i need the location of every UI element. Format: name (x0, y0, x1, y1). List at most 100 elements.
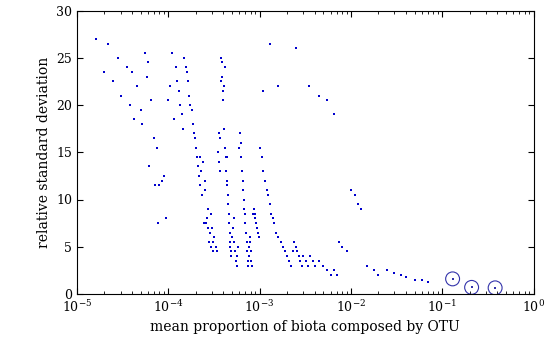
Point (242, 239, 251, 245)
Point (227, 248, 235, 254)
Point (292, 244, 300, 250)
Point (177, 112, 186, 117)
Point (239, 187, 248, 193)
Point (164, 97, 173, 103)
Point (173, 79, 182, 84)
Point (244, 253, 253, 259)
Point (271, 230, 280, 235)
Point (154, 220, 163, 226)
Point (259, 168, 268, 174)
Point (257, 154, 266, 160)
Point (284, 258, 293, 264)
Point (243, 258, 252, 264)
Y-axis label: relative standard deviation: relative standard deviation (37, 57, 51, 248)
Point (174, 88, 183, 93)
Point (176, 102, 185, 108)
Point (357, 206, 366, 212)
Point (129, 116, 138, 122)
Point (235, 131, 244, 136)
Point (240, 206, 249, 212)
Point (354, 201, 362, 207)
Point (251, 216, 260, 221)
Point (467, 285, 476, 290)
Point (266, 41, 274, 46)
Point (228, 234, 236, 240)
Point (253, 225, 262, 231)
Point (248, 263, 256, 268)
Point (308, 258, 317, 264)
Point (122, 64, 131, 70)
Point (293, 248, 302, 254)
Point (162, 216, 170, 221)
Point (150, 135, 158, 141)
Point (245, 234, 254, 240)
Point (191, 145, 200, 150)
X-axis label: mean proportion of biota composed by OTU: mean proportion of biota composed by OTU (150, 320, 460, 334)
Point (214, 159, 223, 164)
Point (370, 267, 378, 273)
Point (329, 267, 338, 273)
Point (226, 244, 235, 250)
Point (237, 154, 246, 160)
Point (218, 88, 227, 93)
Point (234, 244, 243, 250)
Point (219, 97, 228, 103)
Point (306, 253, 315, 259)
Point (261, 178, 270, 183)
Point (217, 55, 226, 61)
Point (240, 211, 249, 216)
Point (222, 168, 230, 174)
Point (216, 135, 224, 141)
Point (267, 211, 276, 216)
Point (350, 192, 359, 197)
Point (187, 107, 196, 113)
Point (207, 244, 216, 250)
Point (283, 253, 292, 259)
Point (266, 201, 274, 207)
Point (247, 258, 256, 264)
Point (255, 145, 264, 150)
Point (250, 206, 258, 212)
Point (246, 239, 255, 245)
Point (157, 178, 166, 183)
Point (145, 164, 154, 169)
Point (338, 244, 346, 250)
Point (424, 279, 432, 285)
Point (113, 55, 122, 61)
Point (315, 93, 323, 98)
Point (232, 258, 240, 264)
Point (182, 64, 190, 70)
Point (225, 220, 234, 226)
Point (274, 83, 283, 89)
Point (207, 225, 216, 231)
Point (402, 274, 410, 280)
Point (200, 178, 209, 183)
Point (199, 159, 207, 164)
Point (301, 258, 310, 264)
Point (104, 41, 113, 46)
Point (219, 126, 228, 132)
Point (198, 192, 207, 197)
Point (417, 277, 426, 283)
Point (491, 285, 499, 290)
Point (241, 220, 250, 226)
Point (252, 220, 261, 226)
Point (221, 145, 229, 150)
Point (136, 107, 145, 113)
Point (204, 206, 212, 212)
Point (305, 83, 314, 89)
Point (238, 178, 247, 183)
Point (214, 131, 223, 136)
Point (467, 285, 476, 290)
Point (238, 168, 246, 174)
Point (202, 220, 211, 226)
Point (226, 239, 234, 245)
Point (254, 230, 262, 235)
Point (168, 50, 177, 56)
Point (228, 225, 237, 231)
Point (217, 60, 226, 65)
Point (169, 116, 178, 122)
Point (128, 69, 136, 75)
Point (296, 258, 305, 264)
Point (232, 263, 241, 268)
